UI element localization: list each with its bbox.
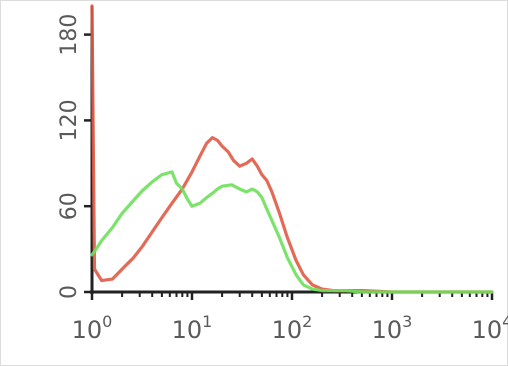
x-tick-exponent: 4 xyxy=(502,312,508,331)
series-line-2 xyxy=(90,170,494,294)
x-tick-base: 10 xyxy=(272,316,303,344)
series-line-1 xyxy=(90,4,494,294)
x-tick-base: 10 xyxy=(472,316,503,344)
x-tick-base: 10 xyxy=(172,316,203,344)
x-tick-base: 10 xyxy=(372,316,403,344)
x-tick-label: 104 xyxy=(472,312,508,344)
x-tick-label: 103 xyxy=(372,312,413,344)
y-tick-label: 60 xyxy=(57,192,82,220)
y-tick-label: 120 xyxy=(57,99,82,141)
x-tick-exponent: 0 xyxy=(102,312,112,331)
tick-marks xyxy=(84,33,494,300)
series-lines xyxy=(90,4,494,294)
x-tick-exponent: 2 xyxy=(302,312,312,331)
x-tick-label: 100 xyxy=(72,312,113,344)
x-tick-exponent: 3 xyxy=(402,312,412,331)
x-tick-label: 101 xyxy=(172,312,213,344)
x-tick-exponent: 1 xyxy=(202,312,212,331)
y-tick-label: 0 xyxy=(57,285,82,299)
x-tick-label: 102 xyxy=(272,312,313,344)
y-tick-label: 180 xyxy=(57,14,82,56)
x-tick-base: 10 xyxy=(72,316,103,344)
